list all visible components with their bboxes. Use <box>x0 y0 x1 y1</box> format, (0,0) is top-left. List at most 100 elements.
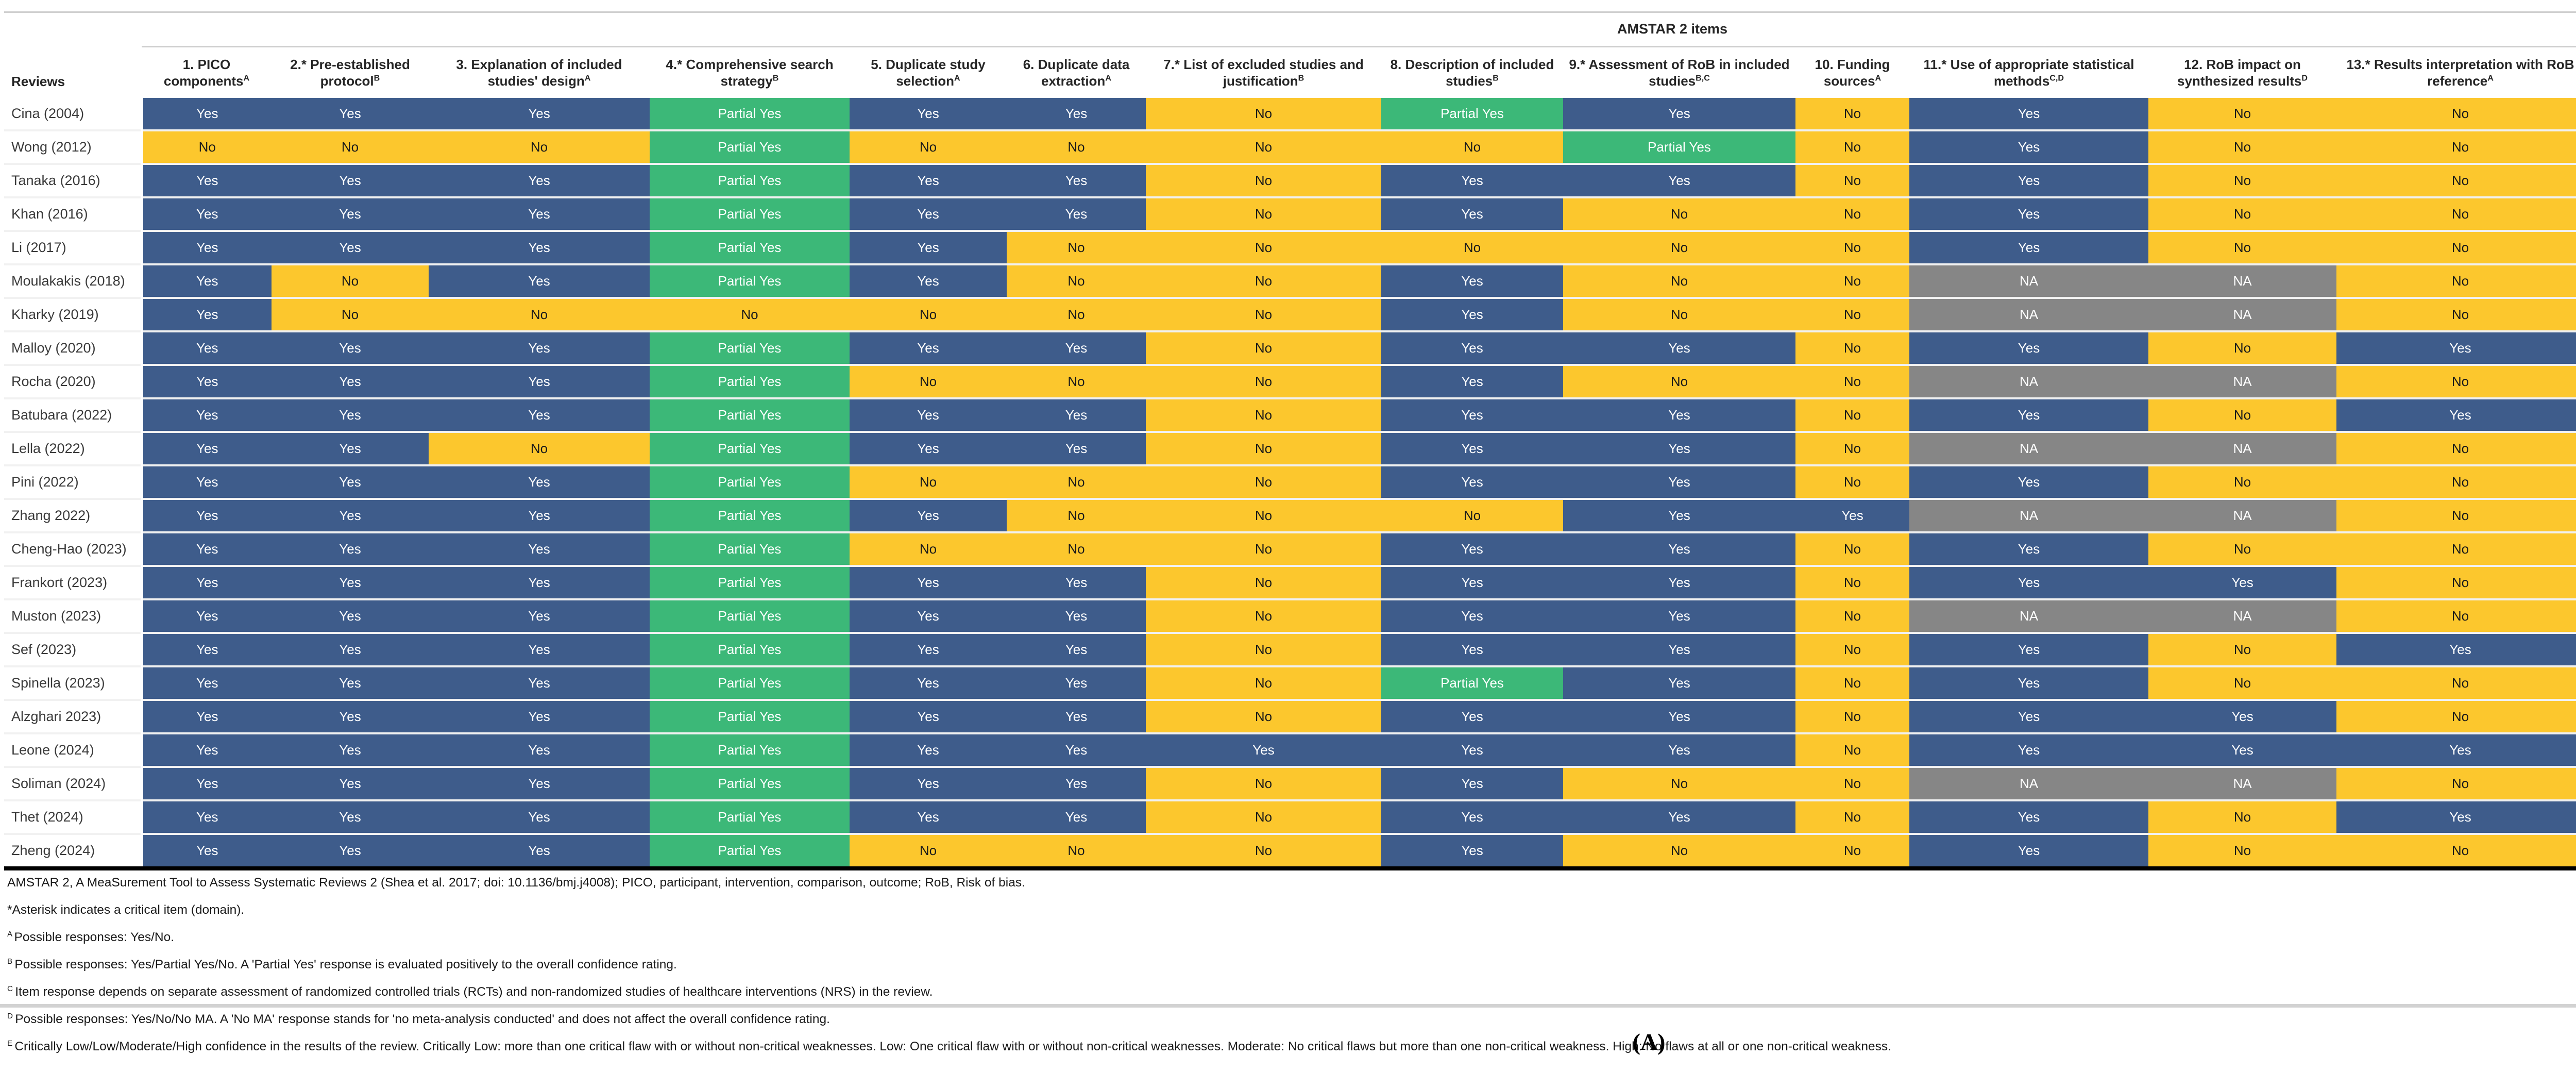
footnote-line: C Item response depends on separate asse… <box>7 984 933 999</box>
value-cell: Yes <box>272 733 429 768</box>
value-cell: Yes <box>429 98 650 131</box>
value-cell: Yes <box>1909 130 2148 165</box>
value-cell: No <box>1795 432 1909 466</box>
value-cell: No <box>1146 398 1381 433</box>
value-cell: No <box>850 465 1007 500</box>
value-cell: No <box>1563 767 1795 801</box>
value-cell: Yes <box>140 800 272 835</box>
review-label: Spinella (2023) <box>4 666 142 701</box>
value-cell: No <box>1795 130 1909 165</box>
value-cell: No <box>2148 666 2336 701</box>
value-cell: No <box>1146 98 1381 131</box>
value-cell: Yes <box>1909 666 2148 701</box>
value-cell: Yes <box>1563 98 1795 131</box>
value-cell: Yes <box>429 499 650 533</box>
review-label: Sef (2023) <box>4 633 142 667</box>
table-row: Batubara (2022) Yes Yes Yes Partial Yes Yes Ye… <box>4 398 2576 433</box>
value-cell: No <box>1795 465 1909 500</box>
value-cell: No <box>2148 398 2336 433</box>
value-cell: No <box>1146 365 1381 399</box>
value-cell: Yes <box>1563 164 1795 198</box>
value-cell: NA <box>2148 432 2336 466</box>
value-cell: No <box>2336 231 2576 265</box>
value-cell: Yes <box>272 432 429 466</box>
value-cell: Yes <box>272 633 429 667</box>
value-cell: No <box>2336 532 2576 567</box>
value-cell: Yes <box>1563 733 1795 768</box>
item-column-header-2: 2.* Pre-established protocolB <box>272 46 429 98</box>
table-row: Frankort (2023) Yes Yes Yes Partial Yes Yes Ye… <box>4 566 2576 600</box>
value-cell: Yes <box>272 767 429 801</box>
value-cell: Yes <box>429 197 650 232</box>
value-cell: No <box>2336 130 2576 165</box>
value-cell: Yes <box>429 164 650 198</box>
review-label: Kharky (2019) <box>4 298 142 332</box>
value-cell: Yes <box>1909 164 2148 198</box>
value-cell: Yes <box>429 231 650 265</box>
value-cell: Yes <box>140 231 272 265</box>
value-cell: Partial Yes <box>650 432 850 466</box>
value-cell: Yes <box>1381 733 1563 768</box>
value-cell: No <box>850 298 1007 332</box>
value-cell: Yes <box>140 164 272 198</box>
value-cell: Yes <box>272 197 429 232</box>
value-cell: Yes <box>1381 566 1563 600</box>
value-cell: No <box>2336 566 2576 600</box>
value-cell: NA <box>2148 499 2336 533</box>
value-cell: Partial Yes <box>650 164 850 198</box>
value-cell: Yes <box>272 365 429 399</box>
footnote-line: AMSTAR 2, A MeaSurement Tool to Assess S… <box>7 876 1025 890</box>
value-cell: Yes <box>1381 331 1563 366</box>
value-cell: No <box>2336 365 2576 399</box>
value-cell: No <box>1007 532 1146 567</box>
value-cell: Yes <box>1381 800 1563 835</box>
value-cell: Yes <box>1381 298 1563 332</box>
review-label: Thet (2024) <box>4 800 142 835</box>
value-cell: NA <box>1909 432 2148 466</box>
value-cell: No <box>429 298 650 332</box>
table-wrap: AMSTAR 2 items Reviews 1. PICO componentsA… <box>4 11 2576 870</box>
review-label: Cheng-Hao (2023) <box>4 532 142 567</box>
value-cell: No <box>1795 532 1909 567</box>
value-cell: No <box>1007 264 1146 299</box>
value-cell: Yes <box>1563 800 1795 835</box>
value-cell: Yes <box>1007 767 1146 801</box>
value-cell: Yes <box>140 666 272 701</box>
value-cell: Yes <box>1563 465 1795 500</box>
value-cell: Partial Yes <box>650 365 850 399</box>
value-cell: No <box>1795 566 1909 600</box>
value-cell: Yes <box>1007 633 1146 667</box>
value-cell: Yes <box>1909 197 2148 232</box>
value-cell: Yes <box>850 398 1007 433</box>
value-cell: Yes <box>850 800 1007 835</box>
value-cell: No <box>1795 298 1909 332</box>
value-cell: Partial Yes <box>650 700 850 734</box>
value-cell: No <box>2336 298 2576 332</box>
value-cell: Yes <box>140 499 272 533</box>
value-cell: Yes <box>429 733 650 768</box>
footnote-line: *Asterisk indicates a critical item (dom… <box>7 902 245 917</box>
value-cell: Yes <box>140 432 272 466</box>
value-cell: NA <box>2148 599 2336 634</box>
value-cell: Yes <box>140 197 272 232</box>
value-cell: Yes <box>850 264 1007 299</box>
value-cell: No <box>1795 834 1909 868</box>
value-cell: NA <box>1909 298 2148 332</box>
review-label: Rocha (2020) <box>4 365 142 399</box>
review-label: Tanaka (2016) <box>4 164 142 198</box>
value-cell: Yes <box>272 331 429 366</box>
value-cell: Partial Yes <box>650 98 850 131</box>
review-label: Khan (2016) <box>4 197 142 232</box>
value-cell: No <box>1381 499 1563 533</box>
value-cell: No <box>1381 231 1563 265</box>
value-cell: Yes <box>1381 197 1563 232</box>
review-label: Pini (2022) <box>4 465 142 500</box>
value-cell: Yes <box>140 834 272 868</box>
value-cell: Yes <box>140 331 272 366</box>
value-cell: Yes <box>272 499 429 533</box>
value-cell: Yes <box>1007 432 1146 466</box>
value-cell: Yes <box>850 432 1007 466</box>
value-cell: No <box>2148 834 2336 868</box>
value-cell: Yes <box>1909 733 2148 768</box>
